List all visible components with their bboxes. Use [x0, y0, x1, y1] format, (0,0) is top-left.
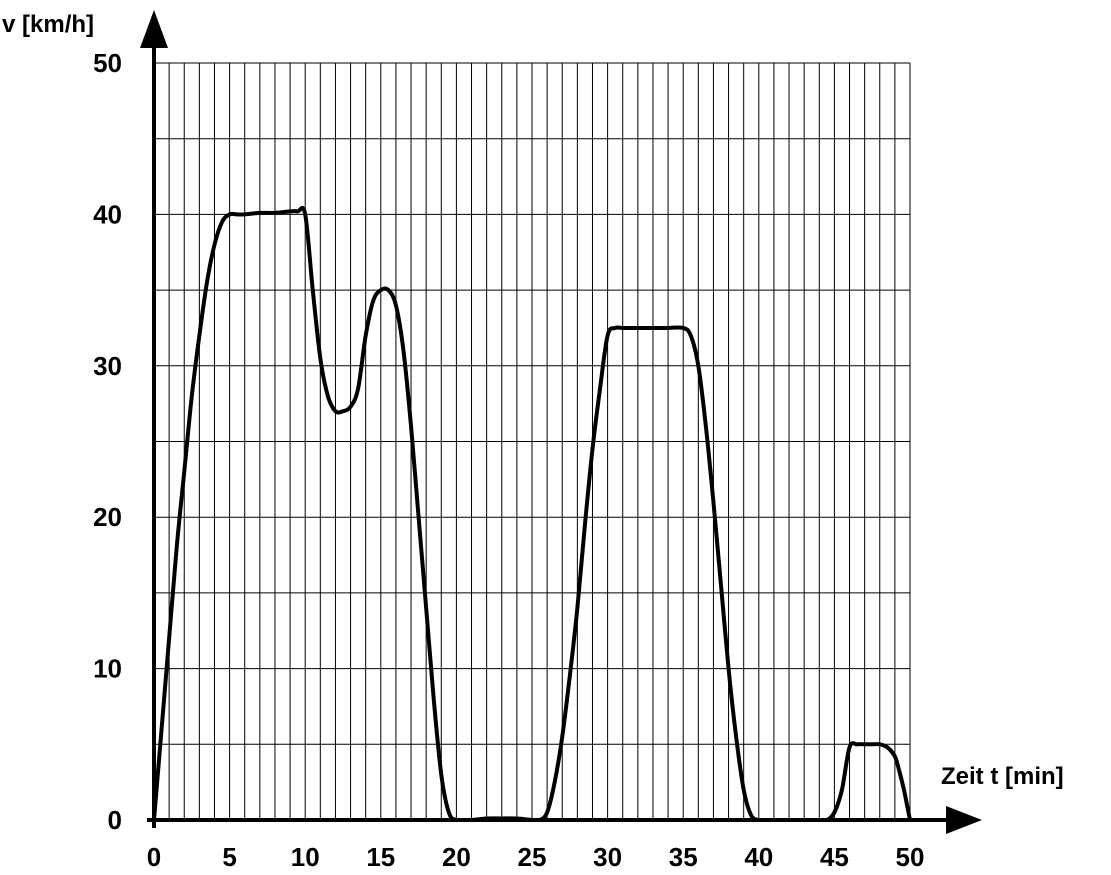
x-axis-arrowhead: [946, 806, 982, 834]
x-tick-label: 5: [222, 842, 236, 872]
x-tick-label: 45: [820, 842, 849, 872]
axes: [140, 10, 982, 834]
y-tick-label: 0: [108, 805, 122, 835]
tick-labels: 0 5 10 15 20 25 30 35 40 45 50 0 10 20 30 40 50: [93, 48, 924, 872]
y-tick-label: 50: [93, 48, 122, 78]
y-tick-label: 10: [93, 654, 122, 684]
x-tick-label: 50: [896, 842, 925, 872]
x-tick-label: 0: [147, 842, 161, 872]
x-tick-label: 25: [518, 842, 547, 872]
series: [152, 205, 912, 822]
y-axis-label: v [km/h]: [2, 11, 94, 38]
speed-series-line: [152, 205, 912, 822]
x-tick-label: 10: [291, 842, 320, 872]
x-axis-label: Zeit t [min]: [941, 763, 1064, 790]
y-tick-label: 30: [93, 351, 122, 381]
x-tick-label: 40: [744, 842, 773, 872]
y-tick-label: 40: [93, 199, 122, 229]
y-tick-label: 20: [93, 502, 122, 532]
grid: [154, 62, 911, 820]
x-tick-label: 30: [593, 842, 622, 872]
x-tick-label: 15: [366, 842, 395, 872]
x-tick-label: 35: [669, 842, 698, 872]
y-axis-arrowhead: [140, 10, 168, 48]
x-tick-label: 20: [442, 842, 471, 872]
